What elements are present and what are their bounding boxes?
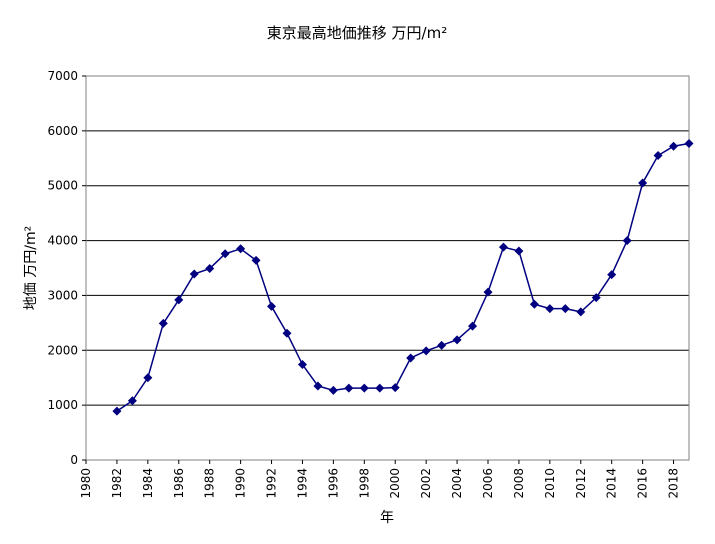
gridlines	[86, 130, 689, 406]
data-point	[452, 335, 462, 345]
data-point	[669, 141, 679, 151]
data-point	[375, 383, 385, 393]
data-point	[359, 383, 369, 393]
data-point	[622, 236, 632, 246]
data-point	[684, 138, 694, 148]
data-point	[514, 246, 524, 256]
data-point	[251, 255, 261, 265]
x-tick-label: 1982	[110, 468, 124, 499]
x-tick-label: 2010	[543, 468, 557, 499]
data-point	[143, 373, 153, 383]
x-tick-label: 1992	[265, 468, 279, 499]
y-tick-label: 0	[70, 453, 78, 467]
x-tick-label: 2008	[512, 468, 526, 499]
data-point	[406, 353, 416, 363]
x-tick-label: 1988	[203, 468, 217, 499]
data-point	[220, 249, 230, 259]
data-point	[158, 318, 168, 328]
y-tick-label: 3000	[47, 288, 78, 302]
data-point	[267, 301, 277, 311]
x-tick-label: 2004	[450, 468, 464, 499]
x-tick-label: 1998	[357, 468, 371, 499]
data-point	[483, 287, 493, 297]
x-tick-label: 1984	[141, 468, 155, 499]
data-point	[174, 295, 184, 305]
y-tick-label: 1000	[47, 398, 78, 412]
x-tick-label: 2016	[636, 468, 650, 499]
data-point	[653, 151, 663, 161]
x-tick-label: 2002	[419, 468, 433, 499]
data-point	[468, 321, 478, 331]
x-tick-label: 2006	[481, 468, 495, 499]
plot-area	[85, 75, 690, 461]
data-point	[313, 381, 323, 391]
data-point	[127, 396, 137, 406]
x-tick-label: 1980	[79, 468, 93, 499]
y-tick-label: 7000	[47, 69, 78, 83]
data-point	[344, 383, 354, 393]
x-tick-label: 1994	[295, 468, 309, 499]
x-tick-label: 2000	[388, 468, 402, 499]
data-point	[282, 328, 292, 338]
chart-title: 東京最高地価推移 万円/m²	[267, 24, 447, 42]
data-point	[112, 406, 122, 416]
data-point	[328, 385, 338, 395]
y-axis-label: 地価 万円/m²	[23, 226, 39, 310]
data-point	[189, 269, 199, 279]
x-tick-label: 2012	[574, 468, 588, 499]
x-tick-label: 2018	[667, 468, 681, 499]
data-point	[390, 383, 400, 393]
data-point	[437, 340, 447, 350]
y-tick-label: 4000	[47, 234, 78, 248]
data-point	[638, 178, 648, 188]
y-tick-label: 5000	[47, 179, 78, 193]
data-point	[498, 242, 508, 252]
data-points	[112, 138, 694, 416]
x-axis: 1980 1982 1984 1986 1988 1990 1992 1994 1996 1998…	[79, 460, 681, 499]
data-point	[576, 307, 586, 317]
x-axis-label: 年	[380, 510, 394, 526]
y-tick-label: 6000	[47, 124, 78, 138]
y-tick-label: 2000	[47, 343, 78, 357]
data-point	[297, 360, 307, 370]
data-point	[421, 346, 431, 356]
data-point	[560, 304, 570, 314]
data-point	[607, 270, 617, 280]
x-tick-label: 1990	[234, 468, 248, 499]
series-line	[116, 142, 690, 412]
data-point	[205, 264, 215, 274]
x-tick-label: 1986	[172, 468, 186, 499]
x-tick-label: 1996	[326, 468, 340, 499]
data-point	[236, 244, 246, 254]
x-tick-label: 2014	[605, 468, 619, 499]
data-point	[591, 293, 601, 303]
data-point	[545, 304, 555, 314]
data-point	[529, 299, 539, 309]
y-axis: 0 1000 2000 3000 4000 5000 6000 7000	[47, 69, 86, 467]
